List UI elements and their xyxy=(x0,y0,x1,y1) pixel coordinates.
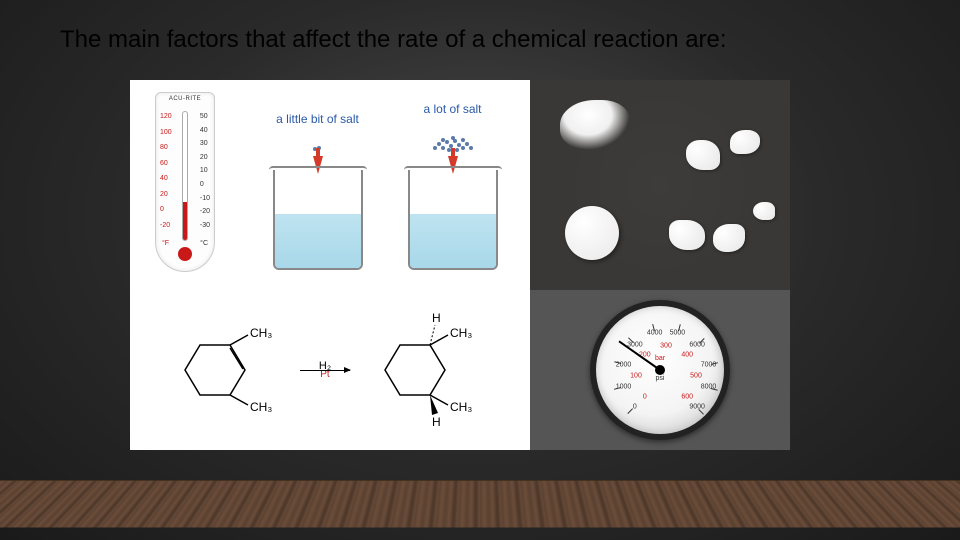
ch3-label: CH₃ xyxy=(250,326,272,340)
gauge-center xyxy=(655,365,665,375)
concentration-panel: a little bit of salt a lot of salt xyxy=(240,80,530,290)
water xyxy=(410,214,496,268)
surface-area-panel xyxy=(530,80,790,290)
beaker-label-little: a little bit of salt xyxy=(276,112,359,140)
thermometer-panel: ACU-RITE 120 100 80 60 40 20 0 -20 50 40… xyxy=(130,80,240,290)
beaker xyxy=(273,170,363,270)
beaker-lot-salt: a lot of salt xyxy=(408,102,498,270)
thermometer-scale-f: 120 100 80 60 40 20 0 -20 xyxy=(160,111,172,231)
beaker xyxy=(408,170,498,270)
thermometer-fill xyxy=(183,202,187,240)
ch3-label: CH₃ xyxy=(250,400,272,414)
thermometer: ACU-RITE 120 100 80 60 40 20 0 -20 50 40… xyxy=(155,92,215,272)
water xyxy=(275,214,361,268)
content-panel: ACU-RITE 120 100 80 60 40 20 0 -20 50 40… xyxy=(130,80,790,450)
gauge-unit-psi: psi xyxy=(596,375,724,382)
reaction-arrow: H₂ Pt xyxy=(300,360,350,380)
ch3-label: CH₃ xyxy=(450,326,472,340)
pressure-panel: 0100020003000400050006000700080009000010… xyxy=(530,290,790,450)
slide-title: The main factors that affect the rate of… xyxy=(60,26,900,54)
catalyst-panel: CH₃ CH₃ H₂ Pt CH₃ CH₃ H H xyxy=(130,290,530,450)
powder-pile xyxy=(560,100,630,150)
thermometer-brand: ACU-RITE xyxy=(156,93,214,102)
arrow-right-icon xyxy=(300,370,350,371)
h-label: H xyxy=(432,311,441,325)
thermometer-units: °F °C xyxy=(156,240,214,247)
tablet-fragment xyxy=(730,130,760,154)
thermometer-tube xyxy=(182,111,188,241)
beaker-label-lot: a lot of salt xyxy=(423,102,481,130)
tablet-fragment xyxy=(713,224,745,252)
reactant-structure: CH₃ CH₃ xyxy=(170,315,280,425)
wood-floor xyxy=(0,480,960,527)
tablet-fragment xyxy=(686,140,720,170)
pressure-gauge: 0100020003000400050006000700080009000010… xyxy=(590,300,730,440)
gauge-unit-bar: bar xyxy=(596,355,724,362)
ch3-label: CH₃ xyxy=(450,400,472,414)
beaker-little-salt: a little bit of salt xyxy=(273,112,363,270)
thermometer-scale-c: 50 40 30 20 10 0 -10 -20 -30 xyxy=(200,111,210,231)
tablet-fragment xyxy=(753,202,775,220)
thermometer-bulb xyxy=(178,247,192,261)
tablet-whole xyxy=(565,206,619,260)
tablet-fragment xyxy=(669,220,705,250)
product-structure: CH₃ CH₃ H H xyxy=(370,310,490,430)
h-label: H xyxy=(432,415,441,429)
